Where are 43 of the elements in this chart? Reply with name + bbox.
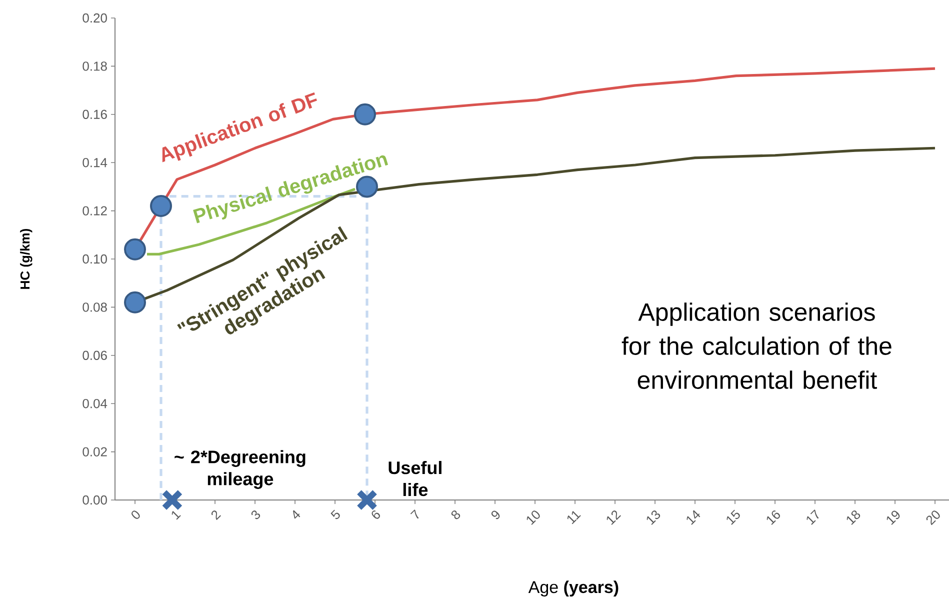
x-axis-title: Age (years) <box>528 580 618 596</box>
x-tick-label: 15 <box>726 510 740 525</box>
y-tick-label: 0.18 <box>82 62 107 71</box>
annotation: Useful life <box>388 460 442 496</box>
y-tick-label: 0.14 <box>82 158 108 168</box>
x-tick-label: 4 <box>293 510 300 519</box>
y-tick-label: 0.08 <box>82 302 107 312</box>
y-tick-label: 0.12 <box>82 206 107 216</box>
point <box>356 489 378 511</box>
point <box>124 291 146 314</box>
point <box>354 103 376 126</box>
x-tick-label: 6 <box>372 510 380 519</box>
point <box>124 238 146 260</box>
x-tick-label: 7 <box>410 509 419 519</box>
y-tick-label: 0.00 <box>82 495 107 505</box>
point <box>150 194 172 217</box>
annotation: Application scenarios for the calculation of the environmental benefit <box>622 302 892 389</box>
x-tick-label: 9 <box>491 510 500 520</box>
x-tick-label: 19 <box>886 510 900 525</box>
annotation: ~ 2*Degreening mileage <box>174 450 306 489</box>
y-tick-label: 0.06 <box>82 350 107 360</box>
y-tick-label: 0.10 <box>82 254 107 264</box>
x-tick-label: 1 <box>172 510 181 520</box>
x-tick-label: 2 <box>211 510 221 520</box>
x-tick-label: 0 <box>132 510 140 519</box>
y-tick-label: 0.04 <box>82 398 108 408</box>
point <box>161 489 183 511</box>
x-tick-label: 11 <box>567 510 581 524</box>
x-tick-label: 10 <box>526 510 540 525</box>
x-tick-label: 20 <box>926 510 940 526</box>
x-tick-label: 12 <box>606 510 621 525</box>
x-tick-label: 3 <box>251 510 260 520</box>
x-tick-label: 16 <box>766 510 780 525</box>
y-tick-label: 0.16 <box>82 110 107 119</box>
x-tick-label: 5 <box>330 510 340 520</box>
x-tick-label: 17 <box>806 509 819 525</box>
x-tick-label: 18 <box>846 510 860 525</box>
x-tick-label: 13 <box>646 510 660 525</box>
y-tick-label: 0.20 <box>82 13 107 23</box>
x-tick-label: 14 <box>686 510 700 525</box>
y-tick-label: 0.02 <box>82 447 107 456</box>
x-tick-label: 8 <box>451 510 460 520</box>
y-axis-title: HC (g/km) <box>20 228 32 289</box>
